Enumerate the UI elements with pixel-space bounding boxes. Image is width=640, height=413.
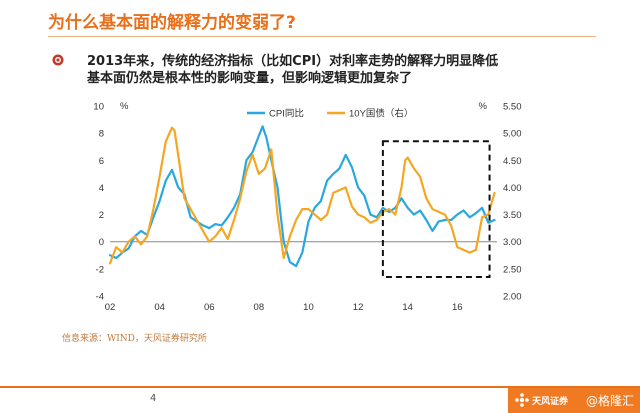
page-number: 4 [150,393,157,404]
right-axis-tick-label: 5.50 [503,102,522,113]
series-line-10y-bond [108,126,496,265]
title-divider [48,36,596,37]
left-axis-tick-label: 10 [93,102,104,113]
left-axis-tick-label: 4 [99,183,104,194]
right-axis-tick-label: 2.50 [503,264,522,275]
source-note: 信息来源：WIND，天风证券研究所 [62,334,207,344]
brand-logo-icon [515,393,529,407]
right-axis-tick-label: 3.50 [503,210,522,221]
right-axis-tick-label: 3.00 [503,237,522,248]
x-axis-tick-label: 16 [452,302,463,313]
right-axis-tick-label: 5.00 [503,129,522,140]
left-axis-unit: % [120,101,129,112]
left-axis-tick-label: -2 [96,264,104,275]
x-axis-tick-label: 02 [105,302,116,313]
right-axis-unit: % [479,101,488,112]
left-axis-tick-label: 2 [99,210,104,221]
footer-bar: 4 天风证券 @格隆汇 [0,386,640,413]
watermark: @格隆汇 [586,394,635,408]
legend-label: CPI同比 [269,108,304,120]
x-axis-tick-label: 10 [303,302,314,313]
left-axis-tick-label: 6 [99,156,104,167]
bullet-icon [52,54,64,66]
x-axis-tick-label: 14 [402,302,413,313]
x-axis-tick-label: 08 [254,302,265,313]
legend-label: 10Y国债（右） [349,108,413,120]
x-axis-tick-label: 04 [154,302,165,313]
left-axis-tick-label: -4 [96,292,104,303]
bullet-text-line-2: 基本面仍然是根本性的影响变量，但影响逻辑更加复杂了 [87,71,413,86]
footer-brand: 天风证券 @格隆汇 [508,388,640,413]
series-line-cpi [108,125,496,268]
highlight-box [381,140,491,278]
brand-name: 天风证券 [532,397,569,407]
slide-title: 为什么基本面的解释力的变弱了? [48,13,296,33]
left-axis-tick-label: 8 [99,129,104,140]
footer-left: 4 [0,388,510,413]
bullet-text-line-1: 2013年来，传统的经济指标（比如CPI）对利率走势的解释力明显降低 [87,54,499,69]
right-axis-tick-label: 4.00 [503,183,522,194]
right-axis-tick-label: 2.00 [503,292,522,303]
left-axis-tick-label: 0 [99,237,104,248]
x-axis-tick-label: 06 [204,302,215,313]
x-axis-tick-label: 12 [353,302,364,313]
right-axis-tick-label: 4.50 [503,156,522,167]
